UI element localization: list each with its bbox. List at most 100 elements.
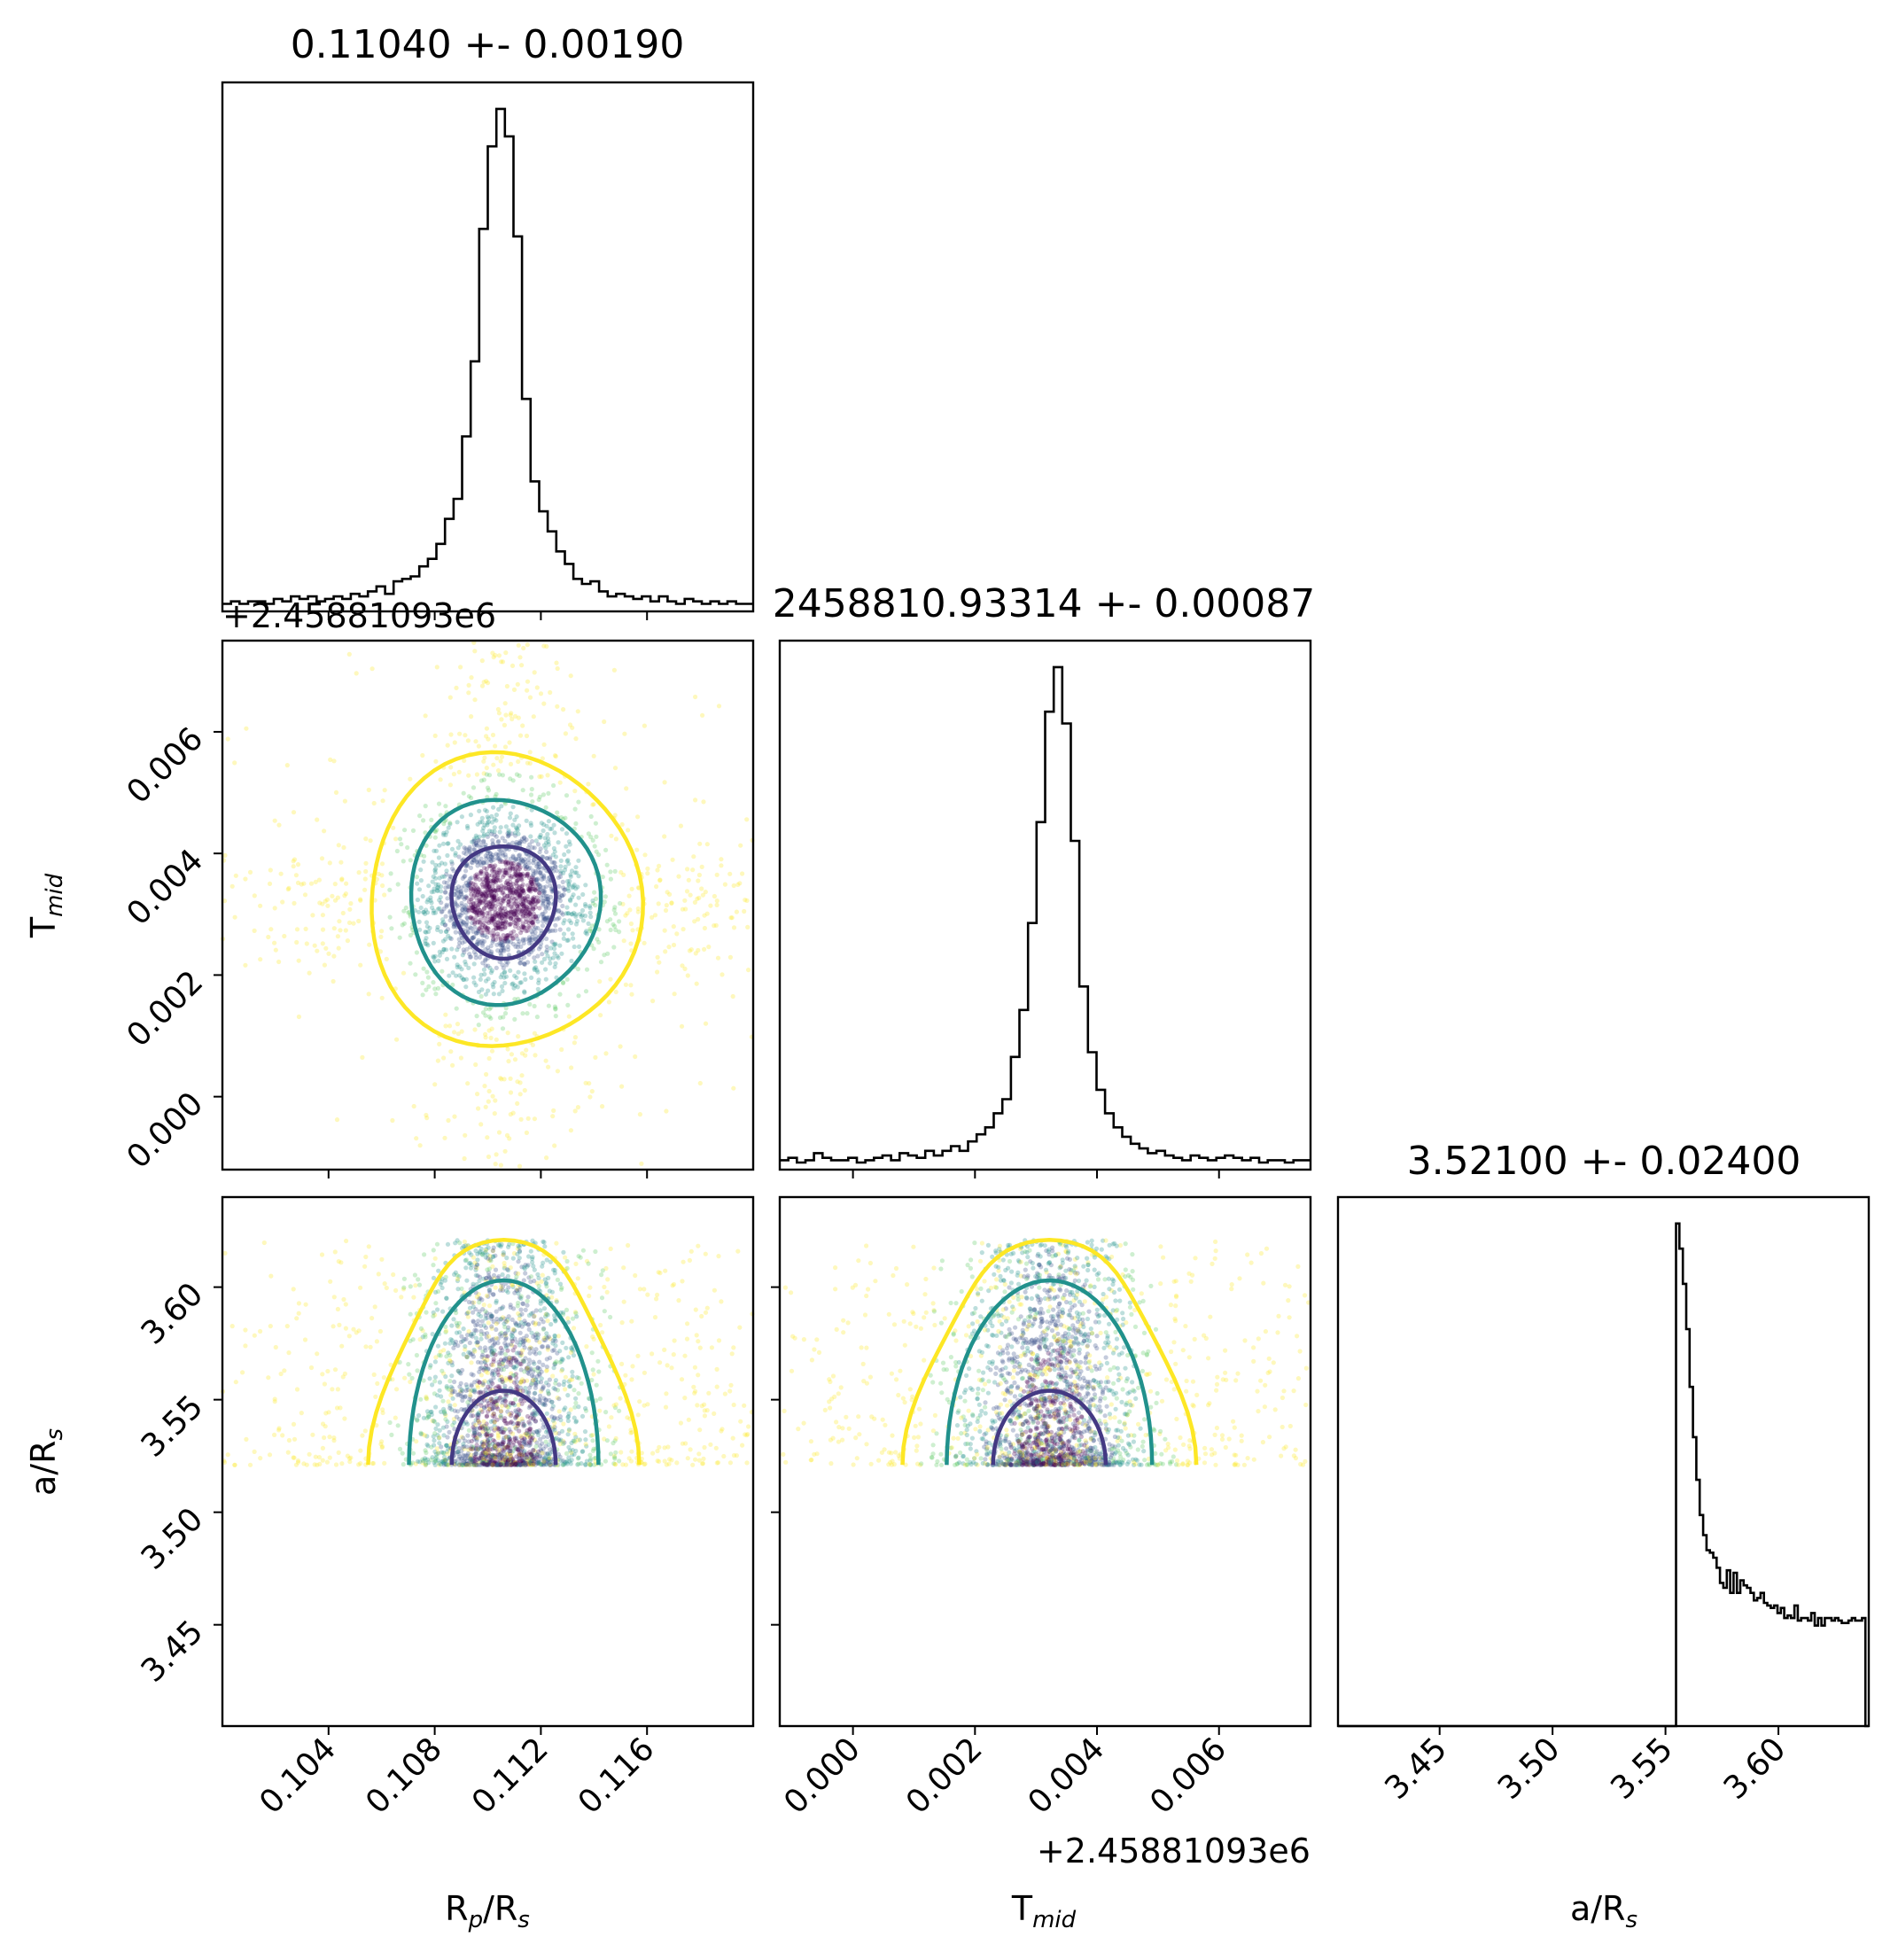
sample-point (344, 1238, 349, 1244)
sample-point (573, 865, 579, 870)
sample-point (613, 989, 618, 995)
sample-point (633, 1054, 638, 1060)
sample-point (604, 1289, 610, 1295)
sample-point (465, 1314, 471, 1319)
sample-point (514, 914, 519, 920)
sample-point (486, 880, 491, 886)
sample-point (292, 1436, 298, 1442)
sample-point (510, 1334, 516, 1339)
sample-point (523, 898, 528, 903)
sample-point (552, 951, 557, 956)
sample-point (573, 1448, 579, 1454)
sample-point (433, 992, 439, 997)
sample-point (630, 928, 635, 933)
sample-point (447, 1379, 453, 1384)
sample-point (534, 864, 540, 869)
sample-point (418, 1326, 424, 1331)
sample-point (602, 899, 607, 905)
sample-point (506, 1059, 511, 1064)
sample-point (596, 939, 602, 945)
sample-point (473, 900, 478, 906)
sample-point (475, 1092, 480, 1097)
sample-point (455, 1276, 461, 1282)
sample-point (544, 856, 549, 861)
sample-point (546, 897, 551, 902)
sample-point (587, 1081, 592, 1086)
sample-point (513, 1396, 518, 1402)
sample-point (496, 806, 502, 813)
sample-point (625, 911, 630, 916)
sample-point (494, 1298, 499, 1303)
sample-point (486, 988, 491, 993)
sample-point (541, 873, 547, 878)
sample-point (527, 910, 533, 915)
sample-point (445, 896, 450, 901)
sample-point (437, 949, 442, 954)
sample-point (518, 1450, 524, 1455)
sample-point (591, 1372, 596, 1377)
sample-point (479, 658, 485, 664)
sample-point (380, 798, 385, 804)
sample-point (232, 914, 237, 920)
sample-point (505, 1046, 510, 1052)
sample-point (498, 1357, 504, 1363)
sample-point (536, 861, 541, 867)
sample-point (423, 929, 428, 935)
sample-point (505, 831, 510, 836)
sample-point (559, 893, 564, 898)
sample-point (515, 887, 520, 892)
sample-point (455, 947, 460, 953)
sample-point (474, 772, 480, 777)
sample-point (342, 798, 347, 804)
sample-point (422, 1252, 427, 1257)
sample-point (691, 854, 696, 859)
sample-point (423, 941, 428, 946)
sample-point (463, 733, 468, 738)
sample-point (621, 872, 626, 878)
sample-point (490, 852, 495, 858)
sample-point (491, 878, 496, 883)
sample-point (553, 1007, 558, 1012)
sample-point (462, 883, 467, 889)
sample-point (587, 928, 593, 934)
sample-point (510, 891, 516, 896)
sample-point (495, 856, 502, 861)
sample-point (523, 1271, 528, 1276)
sample-point (520, 914, 525, 919)
sample-point (475, 863, 480, 868)
sample-point (533, 877, 539, 883)
sample-point (469, 1413, 474, 1419)
sample-point (516, 917, 521, 922)
sample-point (523, 862, 528, 867)
sample-point (420, 752, 425, 758)
sample-point (540, 952, 545, 957)
sample-point (522, 925, 527, 930)
sample-point (544, 936, 549, 942)
sample-point (554, 1299, 559, 1304)
sample-point (685, 1321, 690, 1326)
sample-point (485, 834, 491, 839)
sample-point (467, 952, 472, 957)
sample-point (459, 891, 464, 898)
sample-point (742, 908, 747, 914)
sample-point (628, 983, 634, 988)
sample-point (537, 891, 542, 896)
sample-point (379, 1439, 385, 1444)
sample-point (573, 902, 579, 907)
sample-point (512, 908, 517, 914)
sample-point (552, 753, 558, 758)
sample-point (466, 1427, 472, 1433)
sample-point (517, 839, 523, 844)
sample-point (442, 922, 447, 928)
sample-point (657, 863, 662, 869)
sample-point (486, 904, 491, 909)
sample-point (511, 875, 517, 880)
sample-point (424, 987, 429, 992)
sample-point (494, 1316, 500, 1322)
sample-point (466, 883, 472, 889)
sample-point (459, 1387, 464, 1392)
sample-point (418, 878, 424, 883)
sample-point (550, 865, 556, 871)
sample-point (591, 753, 596, 758)
